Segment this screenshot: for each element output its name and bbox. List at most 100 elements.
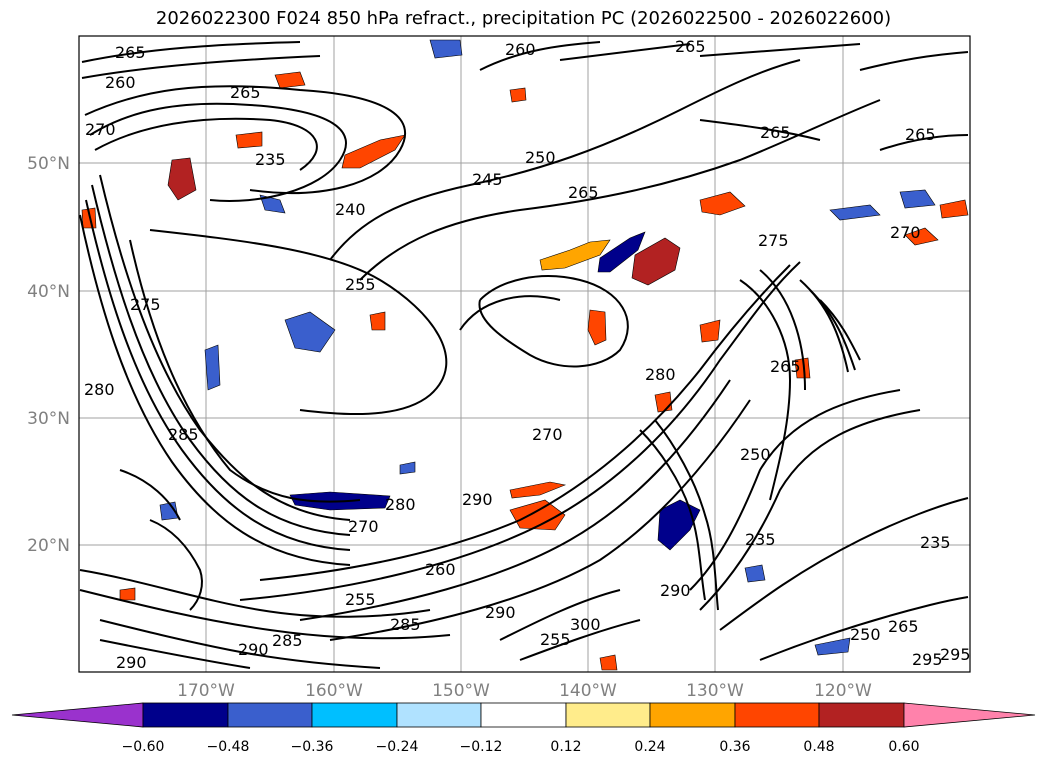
precip-blob: [657, 499, 701, 551]
precip-blob: [81, 207, 97, 229]
lat-label: 20°N: [27, 536, 70, 556]
colorbar-segment: [311, 702, 398, 728]
colorbar-tick-label: −0.24: [376, 739, 419, 755]
precip-blob: [509, 87, 527, 103]
lon-label: 120°W: [814, 681, 872, 701]
colorbar-extend-max: [903, 702, 1036, 728]
contour-label: 260: [105, 73, 136, 92]
lon-label: 140°W: [559, 681, 617, 701]
colorbar-segment: [142, 702, 229, 728]
precip-shading: [81, 39, 969, 671]
refractivity-contours: [79, 41, 969, 669]
precip-blob: [341, 134, 406, 169]
contour-labels: 265 260 265 260 265 265 270 235 240 245 …: [84, 37, 971, 672]
contour-label: 280: [84, 380, 115, 399]
lat-label: 40°N: [27, 282, 70, 302]
colorbar: −0.60 −0.48 −0.36 −0.24 −0.12 0.12 0.24 …: [11, 702, 1036, 755]
precip-blob: [429, 39, 463, 59]
contour-label: 255: [345, 590, 376, 609]
contour-label: 270: [85, 120, 116, 139]
contour-label: 270: [890, 223, 921, 242]
precip-blob: [369, 311, 386, 331]
contour-label: 265: [568, 183, 599, 202]
precip-blob: [597, 231, 646, 273]
colorbar-extend-min: [11, 702, 144, 728]
contour-label: 290: [660, 581, 691, 600]
colorbar-tick-label: 0.36: [719, 739, 750, 755]
longitude-labels: 170°W 160°W 150°W 140°W 130°W 120°W: [177, 681, 872, 701]
colorbar-segment: [734, 702, 820, 728]
precip-blob: [259, 194, 286, 214]
contour-label: 270: [348, 517, 379, 536]
contour-label: 235: [255, 150, 286, 169]
colorbar-ticks: −0.60 −0.48 −0.36 −0.24 −0.12 0.12 0.24 …: [122, 739, 920, 755]
precip-blob: [284, 311, 336, 353]
colorbar-tick-label: −0.36: [291, 739, 334, 755]
contour-label: 250: [525, 148, 556, 167]
lat-label: 30°N: [27, 409, 70, 429]
precip-blob: [599, 654, 618, 671]
contour-label: 290: [238, 640, 269, 659]
precip-blob: [119, 587, 136, 601]
contour-label: 250: [850, 625, 881, 644]
precip-blob: [899, 189, 936, 209]
precip-blob: [235, 131, 263, 149]
contour-label: 260: [425, 560, 456, 579]
lon-label: 170°W: [177, 681, 235, 701]
precip-blob: [509, 499, 566, 531]
contour-label: 265: [760, 123, 791, 142]
precip-blob: [904, 227, 939, 246]
map-frame: [78, 35, 971, 673]
contour-label: 235: [745, 530, 776, 549]
colorbar-tick-label: 0.24: [634, 739, 665, 755]
contour-label: 250: [740, 445, 771, 464]
contour-label: 285: [168, 425, 199, 444]
contour-label: 285: [272, 631, 303, 650]
precip-blob: [699, 191, 746, 216]
contour-label: 260: [505, 40, 536, 59]
contour-label: 285: [390, 615, 421, 634]
colorbar-tick-label: 0.60: [888, 739, 919, 755]
contour-label: 265: [675, 37, 706, 56]
contour-label: 290: [485, 603, 516, 622]
precip-blob: [699, 319, 721, 343]
contour-label: 265: [770, 357, 801, 376]
contour-label: 295: [940, 645, 971, 664]
precip-blob: [587, 309, 607, 346]
precip-blob: [539, 239, 611, 271]
map-area: 265 260 265 260 265 265 270 235 240 245 …: [79, 36, 971, 672]
contour-label: 290: [462, 490, 493, 509]
lon-label: 150°W: [432, 681, 490, 701]
contour-label: 300: [570, 615, 601, 634]
contour-label: 275: [130, 295, 161, 314]
precip-blob: [399, 461, 416, 475]
colorbar-segment: [227, 702, 313, 728]
contour-label: 265: [115, 43, 146, 62]
colorbar-tick-label: −0.60: [122, 739, 165, 755]
contour-label: 265: [905, 125, 936, 144]
precip-blob: [167, 157, 197, 201]
contour-label: 265: [230, 83, 261, 102]
contour-label: 290: [116, 653, 147, 672]
precip-blob: [654, 391, 673, 413]
contour-label: 275: [758, 231, 789, 250]
colorbar-segment: [818, 702, 905, 728]
contour-label: 240: [335, 200, 366, 219]
lat-label: 50°N: [27, 154, 70, 174]
contour-label: 295: [912, 650, 943, 669]
contour-label: 245: [472, 170, 503, 189]
precip-blob: [274, 71, 306, 89]
contour-label: 270: [532, 425, 563, 444]
latitude-labels: 50°N 40°N 30°N 20°N: [27, 154, 70, 556]
colorbar-tick-label: 0.12: [550, 739, 581, 755]
figure-title: 2026022300 F024 850 hPa refract., precip…: [155, 8, 892, 29]
colorbar-segment: [565, 702, 651, 728]
colorbar-segment: [480, 702, 567, 728]
lon-label: 130°W: [686, 681, 744, 701]
contour-label: 265: [888, 617, 919, 636]
contour-label: 280: [385, 495, 416, 514]
colorbar-tick-label: 0.48: [803, 739, 834, 755]
contour-label: 235: [920, 533, 951, 552]
precip-blob: [744, 564, 766, 583]
